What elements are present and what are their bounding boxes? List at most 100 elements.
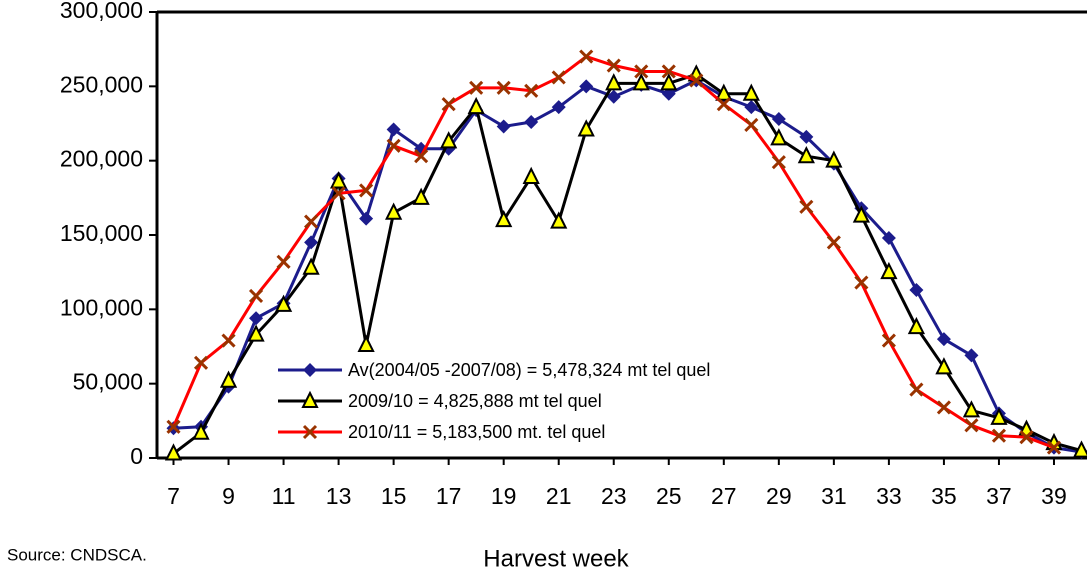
x-tick-label: 13 (326, 483, 352, 509)
data-point (551, 70, 566, 85)
data-point (770, 128, 788, 146)
data-point (302, 257, 320, 275)
data-point (909, 283, 924, 298)
data-point (524, 83, 539, 98)
data-point (579, 49, 594, 64)
x-tick-label: 35 (931, 483, 957, 509)
data-point (496, 119, 511, 134)
data-point (964, 348, 979, 363)
x-tick-label: 9 (222, 483, 235, 509)
data-point (689, 73, 704, 88)
data-point (744, 117, 759, 133)
data-point (715, 83, 733, 101)
data-point (304, 235, 319, 250)
data-point (192, 422, 210, 440)
data-point (329, 171, 348, 189)
series (166, 49, 1062, 455)
y-tick-label: 0 (130, 443, 143, 469)
data-point (331, 186, 346, 201)
y-tick-label: 200,000 (60, 146, 143, 172)
x-tick-label: 21 (546, 483, 572, 509)
x-tick-label: 25 (656, 483, 682, 509)
legend-label: 2009/10 = 4,825,888 mt tel quel (348, 391, 602, 411)
data-point (550, 211, 568, 229)
data-point (660, 73, 678, 91)
data-point (606, 89, 621, 104)
data-point (164, 443, 183, 461)
series-line (173, 78, 1082, 454)
data-point (716, 97, 731, 112)
legend-label: Av(2004/05 -2007/08) = 5,478,324 mt tel … (348, 360, 710, 380)
x-tick-label: 7 (167, 483, 180, 509)
data-point (661, 64, 676, 79)
data-point (825, 150, 843, 168)
legend-label: 2010/11 = 5,183,500 mt. tel quel (348, 422, 605, 442)
data-point (854, 275, 869, 290)
data-point (797, 145, 815, 164)
data-point (524, 115, 539, 130)
x-tick-label: 29 (766, 483, 792, 509)
data-point (632, 73, 650, 91)
x-axis-title: Harvest week (483, 545, 629, 572)
data-point (771, 155, 786, 170)
x-tick-label: 19 (491, 483, 517, 509)
data-point (274, 294, 293, 312)
y-tick-label: 300,000 (60, 0, 143, 23)
data-point (606, 58, 621, 73)
y-tick-label: 100,000 (60, 294, 143, 320)
data-point (166, 419, 181, 434)
data-point (359, 183, 374, 198)
data-point (386, 138, 401, 153)
data-point (991, 428, 1007, 443)
data-point (935, 357, 953, 375)
data-point (1072, 440, 1087, 458)
data-point (881, 230, 896, 245)
x-tick-label: 27 (711, 483, 737, 509)
data-point (799, 199, 814, 214)
source-note: Source: CNDSCA. (7, 545, 147, 564)
data-point (221, 333, 236, 348)
data-point (551, 100, 566, 115)
data-point (219, 370, 238, 388)
data-point (964, 418, 979, 433)
series-line (172, 72, 1082, 455)
data-point (496, 80, 511, 95)
data-point (579, 79, 594, 94)
data-point (909, 382, 924, 397)
data-point (605, 73, 623, 91)
x-tick-label: 31 (821, 483, 847, 509)
y-tick-label: 150,000 (60, 220, 143, 246)
data-point (359, 211, 374, 226)
data-point (357, 334, 375, 353)
data-point (577, 119, 595, 137)
data-point (304, 214, 319, 229)
x-tick-label: 37 (986, 483, 1012, 509)
data-point (771, 112, 786, 127)
data-point (386, 122, 401, 137)
legend-marker (302, 424, 318, 440)
data-point (495, 209, 513, 228)
data-point (907, 316, 926, 335)
data-point (744, 100, 759, 115)
x-tick-label: 23 (601, 483, 627, 509)
data-point (880, 261, 898, 280)
data-point (248, 288, 264, 304)
x-tick-label: 17 (436, 483, 462, 509)
data-point (962, 400, 981, 418)
data-point (1019, 430, 1034, 445)
data-point (440, 131, 458, 149)
data-point (247, 324, 265, 342)
data-point (467, 96, 485, 115)
y-tick-label: 250,000 (60, 71, 143, 97)
data-point (990, 407, 1008, 425)
data-point (826, 235, 841, 250)
data-point (385, 202, 403, 220)
data-point (469, 80, 484, 95)
data-point (522, 166, 540, 185)
legend-marker (303, 363, 317, 377)
data-point (936, 332, 951, 347)
x-tick-label: 11 (272, 483, 296, 509)
data-point (936, 400, 951, 415)
data-point (441, 97, 456, 112)
